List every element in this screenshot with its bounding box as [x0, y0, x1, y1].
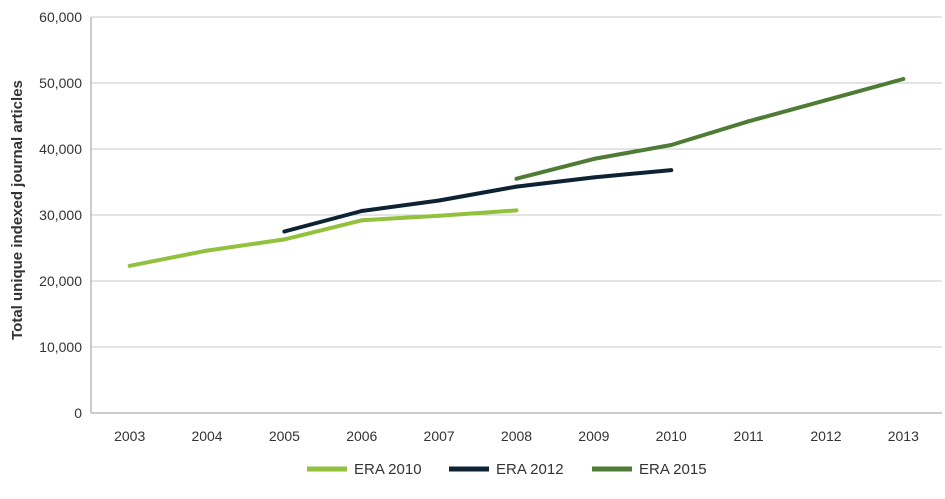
y-tick-label: 30,000	[39, 207, 82, 223]
series-lines	[127, 77, 906, 268]
data-point	[901, 77, 906, 82]
x-tick-label: 2012	[810, 428, 841, 444]
data-point	[359, 218, 364, 223]
data-point	[514, 176, 519, 181]
data-point	[669, 143, 674, 148]
data-point	[127, 263, 132, 268]
data-point	[205, 248, 210, 253]
x-tick-label: 2004	[191, 428, 222, 444]
x-tick-label: 2008	[501, 428, 532, 444]
y-tick-label: 60,000	[39, 9, 82, 25]
y-tick-label: 0	[74, 405, 82, 421]
data-point	[669, 168, 674, 173]
x-tick-label: 2005	[269, 428, 300, 444]
data-point	[514, 208, 519, 213]
y-axis-title: Total unique indexed journal articles	[9, 80, 26, 340]
data-point	[591, 156, 596, 161]
data-point	[437, 198, 442, 203]
legend: ERA 2010 ERA 2012 ERA 2015	[307, 461, 707, 478]
data-point	[437, 213, 442, 218]
legend-label: ERA 2015	[639, 461, 707, 478]
y-tick-label: 50,000	[39, 75, 82, 91]
data-point	[823, 98, 828, 103]
y-axis-ticks: 0 10,000 20,000 30,000 40,000 50,000 60,000	[39, 9, 82, 421]
series-line-era-2010	[129, 208, 517, 268]
x-tick-label: 2009	[578, 428, 609, 444]
y-tick-label: 10,000	[39, 339, 82, 355]
legend-label: ERA 2010	[354, 461, 422, 478]
x-axis-ticks: 2003 2004 2005 2006 2007 2008 2009 2010 2011 2012…	[114, 428, 919, 444]
data-point	[746, 119, 751, 124]
x-tick-label: 2010	[656, 428, 687, 444]
x-tick-label: 2006	[346, 428, 377, 444]
y-tick-label: 20,000	[39, 273, 82, 289]
x-tick-label: 2003	[114, 428, 145, 444]
legend-item: ERA 2015	[592, 461, 707, 478]
y-tick-label: 40,000	[39, 141, 82, 157]
data-point	[514, 184, 519, 189]
x-tick-label: 2013	[888, 428, 919, 444]
data-point	[282, 229, 287, 234]
series-line-era-2015	[516, 77, 904, 181]
legend-label: ERA 2012	[496, 461, 564, 478]
series-line-era-2012	[283, 168, 672, 234]
data-point	[282, 237, 287, 242]
gridlines	[90, 16, 942, 414]
data-point	[359, 209, 364, 214]
data-point	[591, 175, 596, 180]
x-tick-label: 2007	[424, 428, 455, 444]
x-tick-label: 2011	[734, 428, 764, 444]
legend-item: ERA 2012	[449, 461, 564, 478]
legend-item: ERA 2010	[307, 461, 422, 478]
